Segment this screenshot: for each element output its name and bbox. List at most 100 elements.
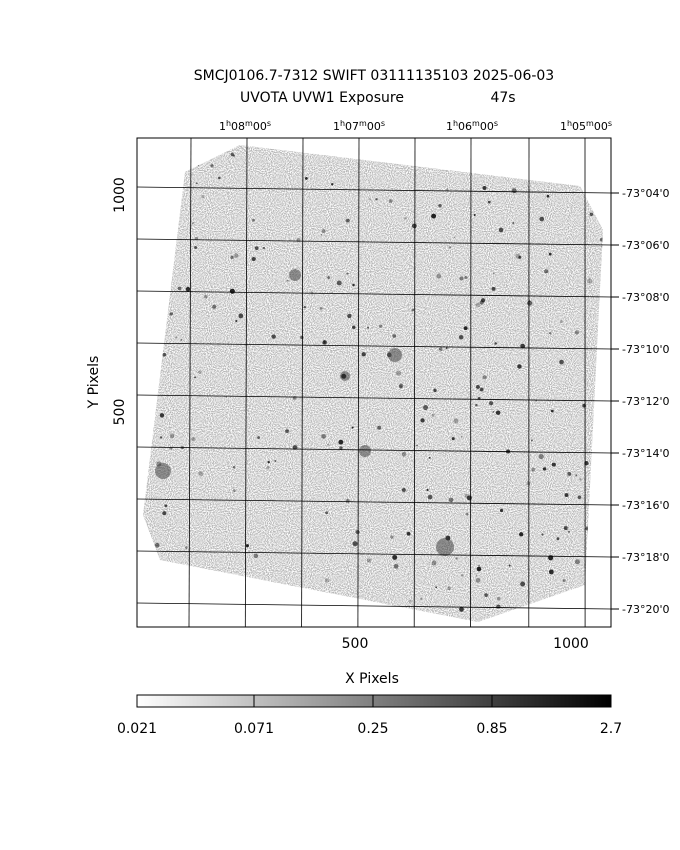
- star: [393, 563, 399, 569]
- sky-image: [143, 145, 603, 622]
- star: [462, 164, 467, 169]
- star: [600, 342, 603, 347]
- star: [541, 533, 544, 536]
- bright-source: [340, 371, 350, 381]
- star: [354, 616, 358, 620]
- grid-line: [470, 137, 472, 628]
- star: [435, 586, 438, 589]
- star: [176, 191, 179, 194]
- dec-tick-label: -73°14'0: [622, 447, 670, 460]
- star: [162, 352, 167, 357]
- star: [438, 203, 442, 208]
- star: [180, 338, 183, 341]
- star: [392, 554, 398, 560]
- star: [292, 395, 297, 400]
- star: [563, 526, 568, 531]
- star: [542, 467, 547, 471]
- star: [487, 151, 491, 154]
- star: [262, 246, 265, 250]
- star: [416, 444, 418, 447]
- grid-line: [188, 137, 192, 628]
- y-tick-label: 500: [112, 399, 128, 426]
- star: [401, 451, 407, 457]
- star: [210, 164, 214, 168]
- star: [399, 385, 403, 389]
- star: [599, 237, 603, 242]
- star: [327, 276, 331, 279]
- star: [338, 439, 344, 445]
- star: [345, 498, 350, 503]
- bright-source: [359, 445, 371, 457]
- star: [475, 574, 478, 577]
- star: [453, 236, 456, 239]
- star: [235, 319, 238, 323]
- star: [321, 229, 326, 233]
- star: [197, 583, 202, 588]
- star: [460, 435, 463, 438]
- star: [245, 544, 249, 548]
- x-tick-label: 1000: [553, 636, 589, 652]
- star: [266, 466, 270, 470]
- star: [481, 298, 486, 303]
- ra-tick-label: 1h08m00s: [219, 119, 271, 133]
- dec-tick-label: -73°10'0: [622, 343, 670, 356]
- star: [587, 278, 593, 284]
- grid-line: [136, 290, 612, 298]
- star: [347, 313, 352, 319]
- grid-line: [244, 137, 248, 628]
- star: [478, 564, 481, 567]
- star: [518, 255, 522, 259]
- bright-source: [289, 269, 301, 281]
- star: [511, 188, 517, 194]
- star: [431, 560, 437, 566]
- star: [396, 370, 402, 376]
- grid-line: [136, 342, 612, 350]
- star: [544, 269, 549, 274]
- star: [546, 194, 550, 198]
- star: [426, 488, 429, 492]
- star: [300, 335, 304, 340]
- star: [377, 425, 382, 430]
- star: [595, 369, 599, 373]
- bright-source: [436, 538, 454, 556]
- star: [568, 147, 574, 153]
- bright-source: [155, 463, 171, 479]
- star: [559, 319, 563, 323]
- star: [458, 335, 464, 340]
- star: [482, 186, 487, 191]
- star: [370, 154, 373, 157]
- star: [495, 410, 501, 415]
- star: [487, 200, 491, 204]
- plot-frame: [136, 137, 612, 628]
- star: [232, 154, 235, 157]
- star: [229, 288, 235, 294]
- star: [427, 494, 433, 500]
- star: [520, 343, 526, 349]
- grid-line: [136, 186, 612, 194]
- star: [475, 403, 478, 407]
- star: [459, 606, 464, 612]
- star: [482, 375, 487, 380]
- star: [392, 334, 397, 338]
- star: [601, 244, 603, 249]
- star: [497, 597, 501, 601]
- star: [331, 291, 334, 294]
- star: [368, 198, 371, 201]
- star: [574, 330, 579, 335]
- star: [198, 370, 202, 374]
- grid-line: [136, 238, 612, 246]
- star: [320, 234, 323, 236]
- star: [286, 279, 289, 282]
- star: [147, 247, 152, 252]
- star: [355, 529, 360, 535]
- star: [145, 410, 148, 413]
- star: [139, 494, 142, 497]
- grid-line: [136, 498, 612, 506]
- star: [420, 418, 425, 423]
- star: [484, 593, 488, 597]
- star: [197, 164, 200, 167]
- star: [448, 246, 452, 249]
- star: [455, 557, 458, 560]
- star: [581, 157, 584, 160]
- star: [582, 174, 585, 177]
